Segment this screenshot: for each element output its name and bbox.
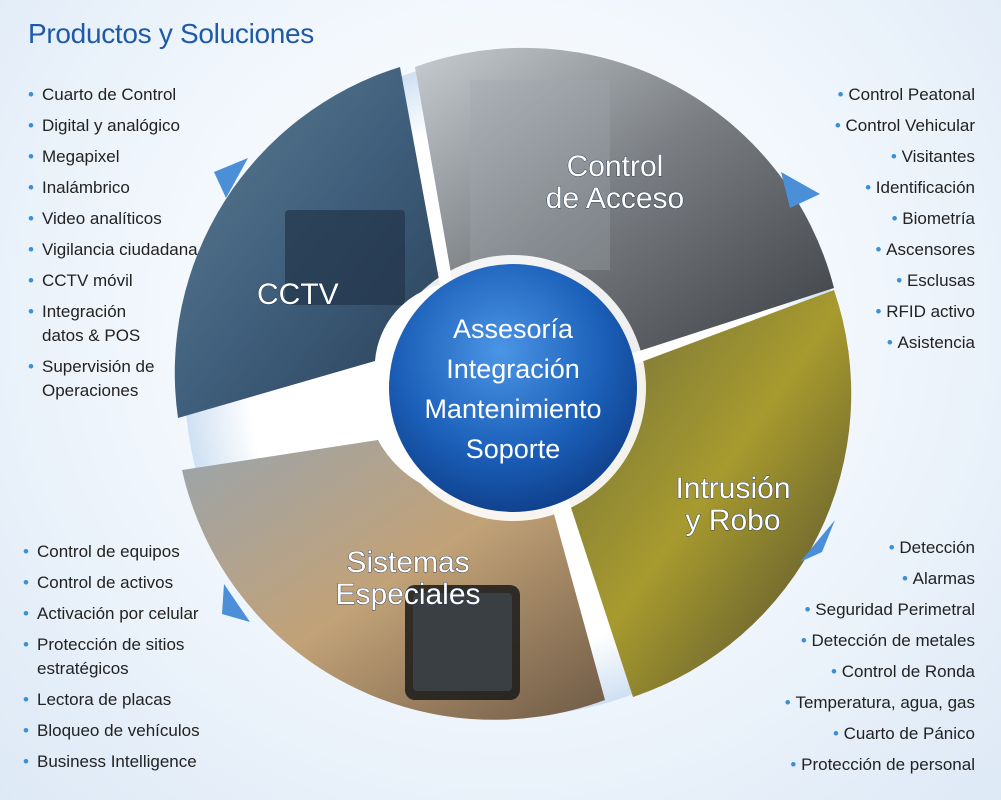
special-systems-feature-list: Control de equipos Control de activos Acti…	[23, 540, 243, 781]
arrow-bottom-left	[222, 584, 250, 622]
page-title: Productos y Soluciones	[28, 18, 315, 49]
cctv-feature-item: Digital y analógico	[28, 114, 228, 138]
special-feature-item: Protección de sitios estratégicos	[23, 633, 243, 681]
access-feature-item: RFID activo	[765, 300, 975, 324]
special-feature-item: Business Intelligence	[23, 750, 243, 774]
access-door-panel	[470, 80, 610, 270]
access-feature-item: Visitantes	[765, 145, 975, 169]
access-feature-item: Asistencia	[765, 331, 975, 355]
cctv-feature-item: Megapixel	[28, 145, 228, 169]
access-feature-item: Control Vehicular	[765, 114, 975, 138]
access-feature-list: Control Peatonal Control Vehicular Visitan…	[765, 83, 975, 362]
cctv-feature-item: CCTV móvil	[28, 269, 228, 293]
arrow-bottom-right	[800, 520, 835, 562]
intrusion-feature-item: Protección de personal	[715, 753, 975, 777]
special-feature-item: Activación por celular	[23, 602, 243, 626]
intrusion-feature-item: Detección	[715, 536, 975, 560]
cctv-feature-item: Cuarto de Control	[28, 83, 228, 107]
access-feature-item: Ascensores	[765, 238, 975, 262]
cctv-feature-list: Cuarto de Control Digital y analógico Mega…	[28, 83, 228, 410]
intrusion-feature-item: Control de Ronda	[715, 660, 975, 684]
intrusion-feature-item: Temperatura, agua, gas	[715, 691, 975, 715]
cctv-monitor-wall	[285, 210, 405, 305]
special-feature-item: Control de equipos	[23, 540, 243, 564]
special-label-line-1: Sistemas	[346, 546, 469, 579]
access-feature-item: Control Peatonal	[765, 83, 975, 107]
cctv-feature-item: Vigilancia ciudadana	[28, 238, 228, 262]
intrusion-label-line-1: Intrusión	[675, 472, 790, 505]
special-feature-item: Bloqueo de vehículos	[23, 719, 243, 743]
intrusion-label-line-2: y Robo	[685, 504, 780, 537]
intrusion-feature-item: Cuarto de Pánico	[715, 722, 975, 746]
hub-line-1: Assesoría	[453, 314, 574, 344]
intrusion-feature-list: Detección Alarmas Seguridad Perimetral Dete…	[715, 536, 975, 784]
intrusion-feature-item: Detección de metales	[715, 629, 975, 653]
intrusion-feature-item: Alarmas	[715, 567, 975, 591]
cctv-feature-item: Inalámbrico	[28, 176, 228, 200]
arrow-top-right	[781, 172, 820, 208]
cctv-feature-item: Integración datos & POS	[28, 300, 228, 348]
access-label-line-1: Control	[567, 150, 664, 183]
access-label-line-2: de Acceso	[546, 182, 684, 215]
access-feature-item: Identificación	[765, 176, 975, 200]
special-feature-item: Control de activos	[23, 571, 243, 595]
access-feature-item: Biometría	[765, 207, 975, 231]
hub-circle	[389, 264, 637, 512]
cctv-feature-item: Supervisión de Operaciones	[28, 355, 228, 403]
special-phone-screen	[413, 593, 512, 691]
special-feature-item: Lectora de placas	[23, 688, 243, 712]
cctv-label: CCTV	[257, 278, 339, 311]
hub-line-2: Integración	[446, 354, 580, 384]
cctv-feature-item: Video analíticos	[28, 207, 228, 231]
hub-line-4: Soporte	[466, 434, 561, 464]
access-feature-item: Esclusas	[765, 269, 975, 293]
special-label-line-2: Especiales	[335, 578, 480, 611]
intrusion-feature-item: Seguridad Perimetral	[715, 598, 975, 622]
arrow-top-left	[214, 158, 248, 198]
hub-line-3: Mantenimiento	[424, 394, 601, 424]
